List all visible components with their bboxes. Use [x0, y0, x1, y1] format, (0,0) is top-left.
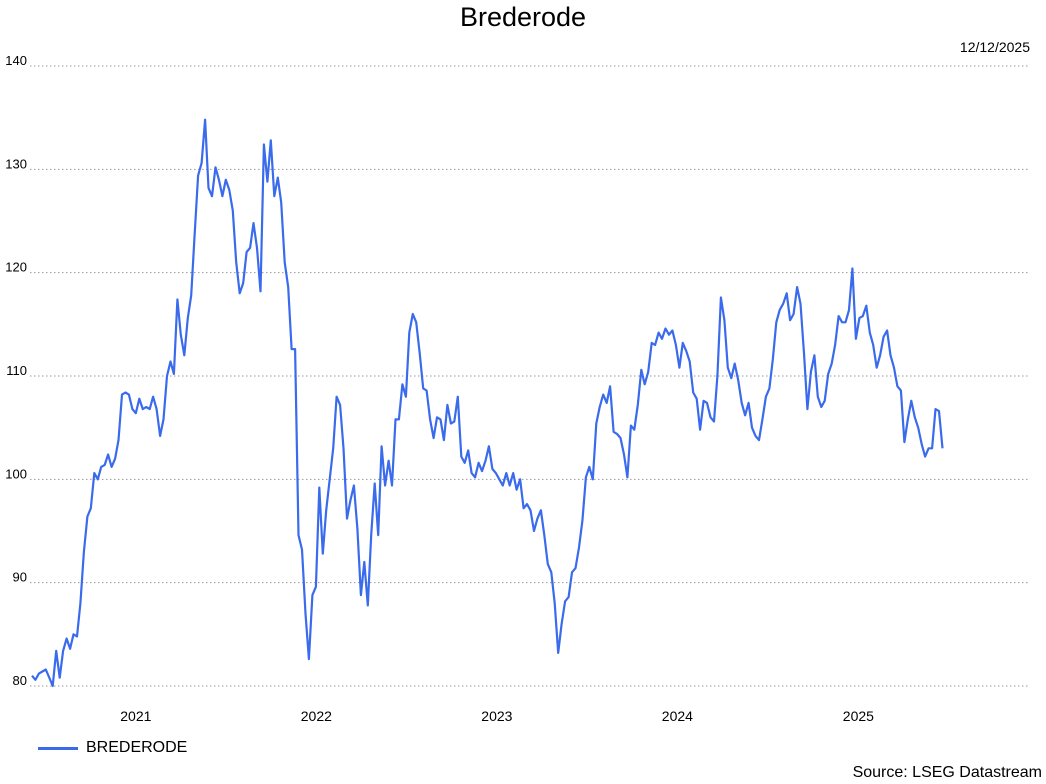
legend: BREDERODE — [38, 737, 187, 759]
x-tick-label: 2025 — [843, 708, 874, 724]
x-axis-ticks: 2021 2022 2023 2024 2025 — [120, 708, 874, 724]
y-tick-label: 100 — [5, 466, 27, 481]
legend-label: BREDERODE — [86, 739, 188, 756]
x-tick-label: 2021 — [120, 708, 151, 724]
source-note: Source: LSEG Datastream — [852, 764, 1042, 781]
gridlines — [30, 65, 1029, 687]
chart-date: 12/12/2025 — [959, 39, 1030, 55]
series-line-brederode — [31, 118, 944, 688]
x-tick-label: 2022 — [301, 708, 332, 724]
y-tick-label: 130 — [5, 156, 27, 171]
y-tick-label: 140 — [5, 53, 27, 68]
y-tick-label: 110 — [6, 363, 27, 378]
x-tick-label: 2024 — [662, 708, 693, 724]
y-axis-ticks: 80 90 100 110 120 130 140 — [5, 53, 27, 688]
y-tick-label: 80 — [13, 673, 27, 688]
y-tick-label: 90 — [13, 570, 27, 585]
chart-title: Brederode — [459, 2, 587, 32]
legend-swatch — [38, 746, 78, 750]
y-tick-label: 120 — [5, 260, 27, 275]
x-tick-label: 2023 — [481, 708, 512, 724]
series-group — [31, 118, 944, 688]
